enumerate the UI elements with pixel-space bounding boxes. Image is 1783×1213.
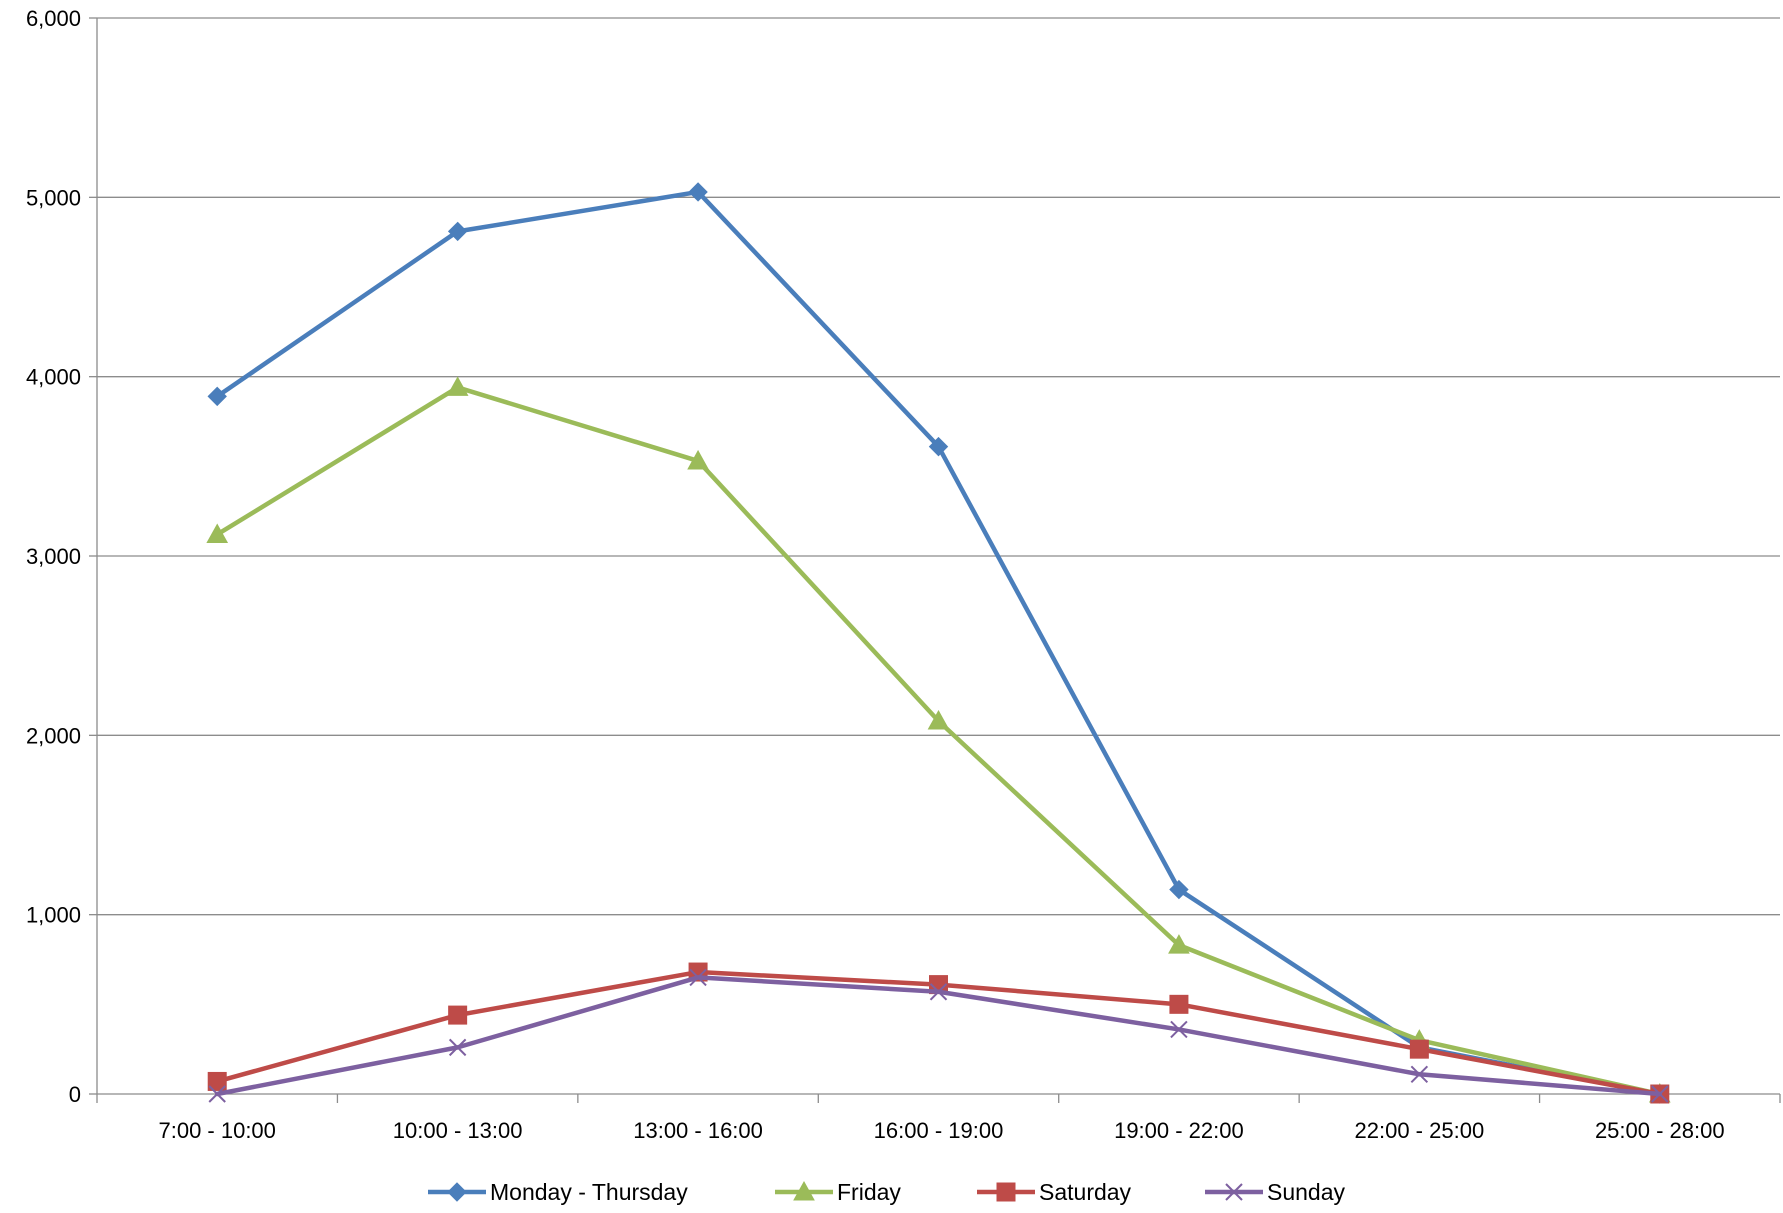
legend-item-saturday: Saturday <box>977 1179 1132 1205</box>
data-point-sunday <box>689 968 707 987</box>
data-point-sunday <box>929 983 948 1001</box>
legend-label: Monday - Thursday <box>490 1179 688 1205</box>
data-point-monday-thursday <box>688 182 708 202</box>
series-line-sunday <box>214 975 1663 1097</box>
marker-x-stroke <box>689 968 707 987</box>
data-point-sunday <box>448 1038 467 1057</box>
legend-marker <box>447 1182 467 1202</box>
data-point-monday-thursday <box>928 436 949 457</box>
series-line-monday-thursday <box>214 189 1663 1097</box>
legend: Monday - Thursday Friday Saturday Sunday <box>428 1179 1346 1205</box>
data-point-monday-thursday <box>447 221 468 242</box>
data-point-sunday <box>1170 1020 1188 1039</box>
x-tick-label: 25:00 - 28:00 <box>1595 1118 1725 1143</box>
data-point-friday <box>687 449 709 470</box>
x-tick-label: 22:00 - 25:00 <box>1355 1118 1485 1143</box>
series-sunday <box>208 968 1669 1103</box>
series-group <box>206 182 1671 1104</box>
series-monday-thursday <box>207 182 1670 1104</box>
y-tick-label: 2,000 <box>26 723 81 748</box>
marker-x-stroke <box>448 1038 467 1057</box>
x-tick-label: 16:00 - 19:00 <box>874 1118 1004 1143</box>
y-tick-label: 1,000 <box>26 903 81 928</box>
y-tick-label: 0 <box>69 1082 81 1107</box>
data-point-saturday <box>1169 994 1189 1014</box>
legend-item-monday-thursday: Monday - Thursday <box>428 1179 688 1205</box>
data-point-monday-thursday <box>207 386 227 407</box>
data-point-friday <box>927 709 950 730</box>
x-tick-label: 7:00 - 10:00 <box>158 1118 275 1143</box>
marker-x-stroke <box>1651 1085 1669 1103</box>
data-point-friday <box>206 523 229 543</box>
series-saturday <box>207 962 1670 1104</box>
legend-marker <box>996 1182 1016 1202</box>
data-point-friday <box>446 376 469 396</box>
legend-item-sunday: Sunday <box>1205 1179 1346 1205</box>
x-tick-label: 10:00 - 13:00 <box>393 1118 523 1143</box>
legend-marker <box>793 1180 815 1201</box>
marker-x-stroke <box>929 983 948 1001</box>
legend-item-friday: Friday <box>775 1179 901 1205</box>
marker-x-stroke <box>208 1085 226 1103</box>
y-tick-label: 3,000 <box>26 544 81 569</box>
legend-label: Friday <box>837 1179 901 1205</box>
data-point-saturday <box>448 1005 468 1025</box>
legend-label: Sunday <box>1267 1179 1346 1205</box>
legend-marker <box>1225 1183 1243 1201</box>
legend-label: Saturday <box>1039 1179 1132 1205</box>
marker-x-stroke <box>1410 1065 1429 1083</box>
data-point-sunday <box>208 1085 226 1103</box>
axes: 0 1,000 2,000 3,000 4,000 5,000 6,000 7:00 - 10… <box>26 6 1781 1143</box>
marker-x-stroke <box>1170 1020 1188 1039</box>
data-point-monday-thursday <box>1169 879 1189 900</box>
y-tick-label: 5,000 <box>26 185 81 210</box>
data-point-friday <box>1168 934 1190 954</box>
data-point-sunday <box>1410 1065 1429 1083</box>
data-point-sunday <box>1651 1085 1669 1103</box>
y-tick-label: 4,000 <box>26 365 81 390</box>
marker-x-stroke <box>1225 1183 1243 1201</box>
y-tick-label: 6,000 <box>26 6 81 31</box>
x-tick-label: 19:00 - 22:00 <box>1114 1118 1244 1143</box>
grid-lines <box>97 17 1780 916</box>
data-point-saturday <box>1409 1039 1429 1059</box>
x-tick-label: 13:00 - 16:00 <box>633 1118 763 1143</box>
data-point-saturday <box>207 1071 227 1091</box>
